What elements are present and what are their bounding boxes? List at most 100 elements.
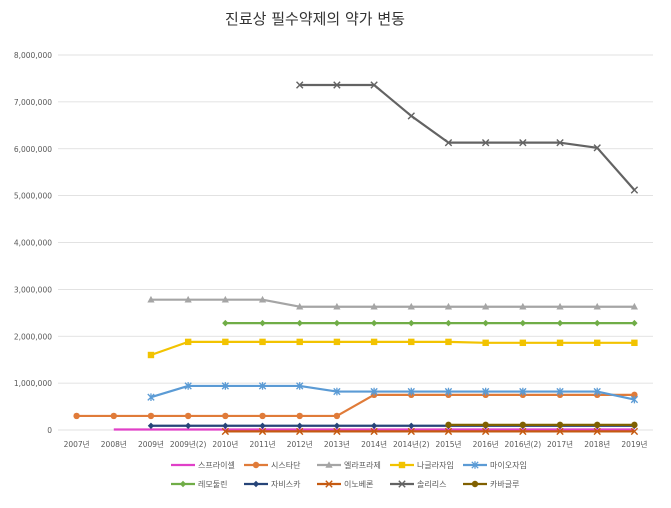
- data-point: [325, 480, 333, 488]
- series-10: [445, 421, 638, 429]
- y-tick-label: 0: [47, 426, 52, 435]
- y-tick-label: 4,000,000: [14, 239, 52, 248]
- legend-item: 나글라자임: [390, 461, 454, 470]
- x-axis: 2007년 2008년 2009년 2009년(2) 2010년 2011년 2012년 20…: [64, 439, 648, 449]
- data-point: [444, 427, 453, 436]
- series-4: [147, 338, 638, 359]
- y-tick-label: 1,000,000: [14, 379, 52, 388]
- data-point: [222, 422, 229, 429]
- data-point: [184, 338, 192, 346]
- data-point: [482, 302, 490, 310]
- series-9: [296, 81, 639, 194]
- data-point: [296, 319, 303, 327]
- x-tick-label: 2010년: [212, 439, 238, 449]
- y-tick-label: 2,000,000: [14, 332, 52, 341]
- data-point: [593, 427, 601, 436]
- data-point: [630, 302, 639, 310]
- data-point: [259, 319, 266, 327]
- data-point: [444, 387, 453, 396]
- data-point: [398, 480, 406, 488]
- series-5: [147, 382, 639, 404]
- series-lines: [73, 81, 639, 436]
- data-point: [556, 302, 564, 310]
- chart-title: 진료상 필수약제의 약가 변동: [225, 10, 405, 28]
- x-tick-label: 2016년(2): [505, 439, 542, 449]
- data-point: [110, 412, 117, 420]
- legend-item: 이노베론: [317, 479, 373, 489]
- data-point: [370, 319, 378, 327]
- legend-label: 시스타단: [271, 460, 301, 470]
- data-point: [556, 339, 564, 347]
- data-point: [631, 339, 638, 347]
- data-point: [296, 302, 304, 310]
- x-tick-label: 2012년: [287, 439, 313, 449]
- data-point: [296, 382, 304, 390]
- legend-item: 자비스카: [244, 480, 301, 489]
- data-point: [222, 338, 229, 346]
- data-point: [370, 338, 378, 346]
- data-point: [333, 387, 341, 396]
- data-point: [556, 319, 564, 327]
- data-point: [407, 387, 415, 396]
- x-tick-label: 2013년: [324, 439, 350, 449]
- data-point: [296, 427, 304, 436]
- legend-label: 카바글루: [490, 479, 519, 489]
- data-point: [407, 302, 415, 310]
- legend-label: 솔리리스: [417, 480, 446, 489]
- data-point: [252, 480, 260, 488]
- series-line: [150, 298, 635, 308]
- series-line: [150, 340, 635, 357]
- x-tick-label: 2008년: [101, 439, 127, 449]
- data-point: [519, 387, 527, 396]
- data-point: [370, 302, 378, 310]
- data-point: [594, 421, 601, 429]
- data-point: [325, 461, 333, 468]
- data-point: [258, 295, 267, 303]
- data-point: [147, 422, 155, 429]
- x-tick-label: 2009년: [138, 439, 164, 449]
- data-point: [370, 422, 378, 429]
- data-point: [630, 395, 639, 404]
- data-point: [73, 412, 80, 420]
- data-point: [370, 81, 378, 89]
- data-point: [481, 138, 490, 147]
- data-point: [481, 427, 490, 436]
- data-point: [444, 138, 453, 147]
- data-point: [258, 382, 267, 390]
- data-point: [556, 138, 564, 147]
- series-6: [222, 319, 638, 327]
- data-point: [445, 319, 452, 327]
- x-tick-label: 2014년(2): [393, 439, 430, 449]
- data-point: [221, 382, 230, 390]
- series-line: [150, 384, 635, 401]
- data-point: [471, 461, 479, 469]
- data-point: [631, 391, 638, 399]
- data-point: [296, 338, 303, 346]
- data-point: [222, 319, 229, 327]
- legend-item: 카바글루: [463, 479, 519, 489]
- legend-item: 엘라프라제: [317, 460, 381, 470]
- data-point: [482, 421, 489, 429]
- data-point: [179, 480, 187, 488]
- data-point: [593, 144, 601, 152]
- data-point: [258, 427, 267, 436]
- data-point: [147, 412, 155, 420]
- data-point: [593, 302, 601, 310]
- series-8: [221, 427, 639, 436]
- data-point: [471, 480, 479, 488]
- data-point: [252, 461, 260, 469]
- legend-label: 스프라이셀: [198, 460, 235, 470]
- data-point: [184, 382, 192, 390]
- data-point: [519, 421, 527, 429]
- y-tick-label: 6,000,000: [14, 145, 52, 154]
- legend-label: 마이오자임: [490, 460, 527, 470]
- data-point: [259, 422, 266, 429]
- series-line: [76, 393, 635, 418]
- gridlines: [58, 54, 653, 431]
- data-point: [370, 387, 378, 396]
- legend-item: 마이오자임: [463, 460, 527, 470]
- data-point: [630, 427, 639, 436]
- data-point: [407, 112, 415, 120]
